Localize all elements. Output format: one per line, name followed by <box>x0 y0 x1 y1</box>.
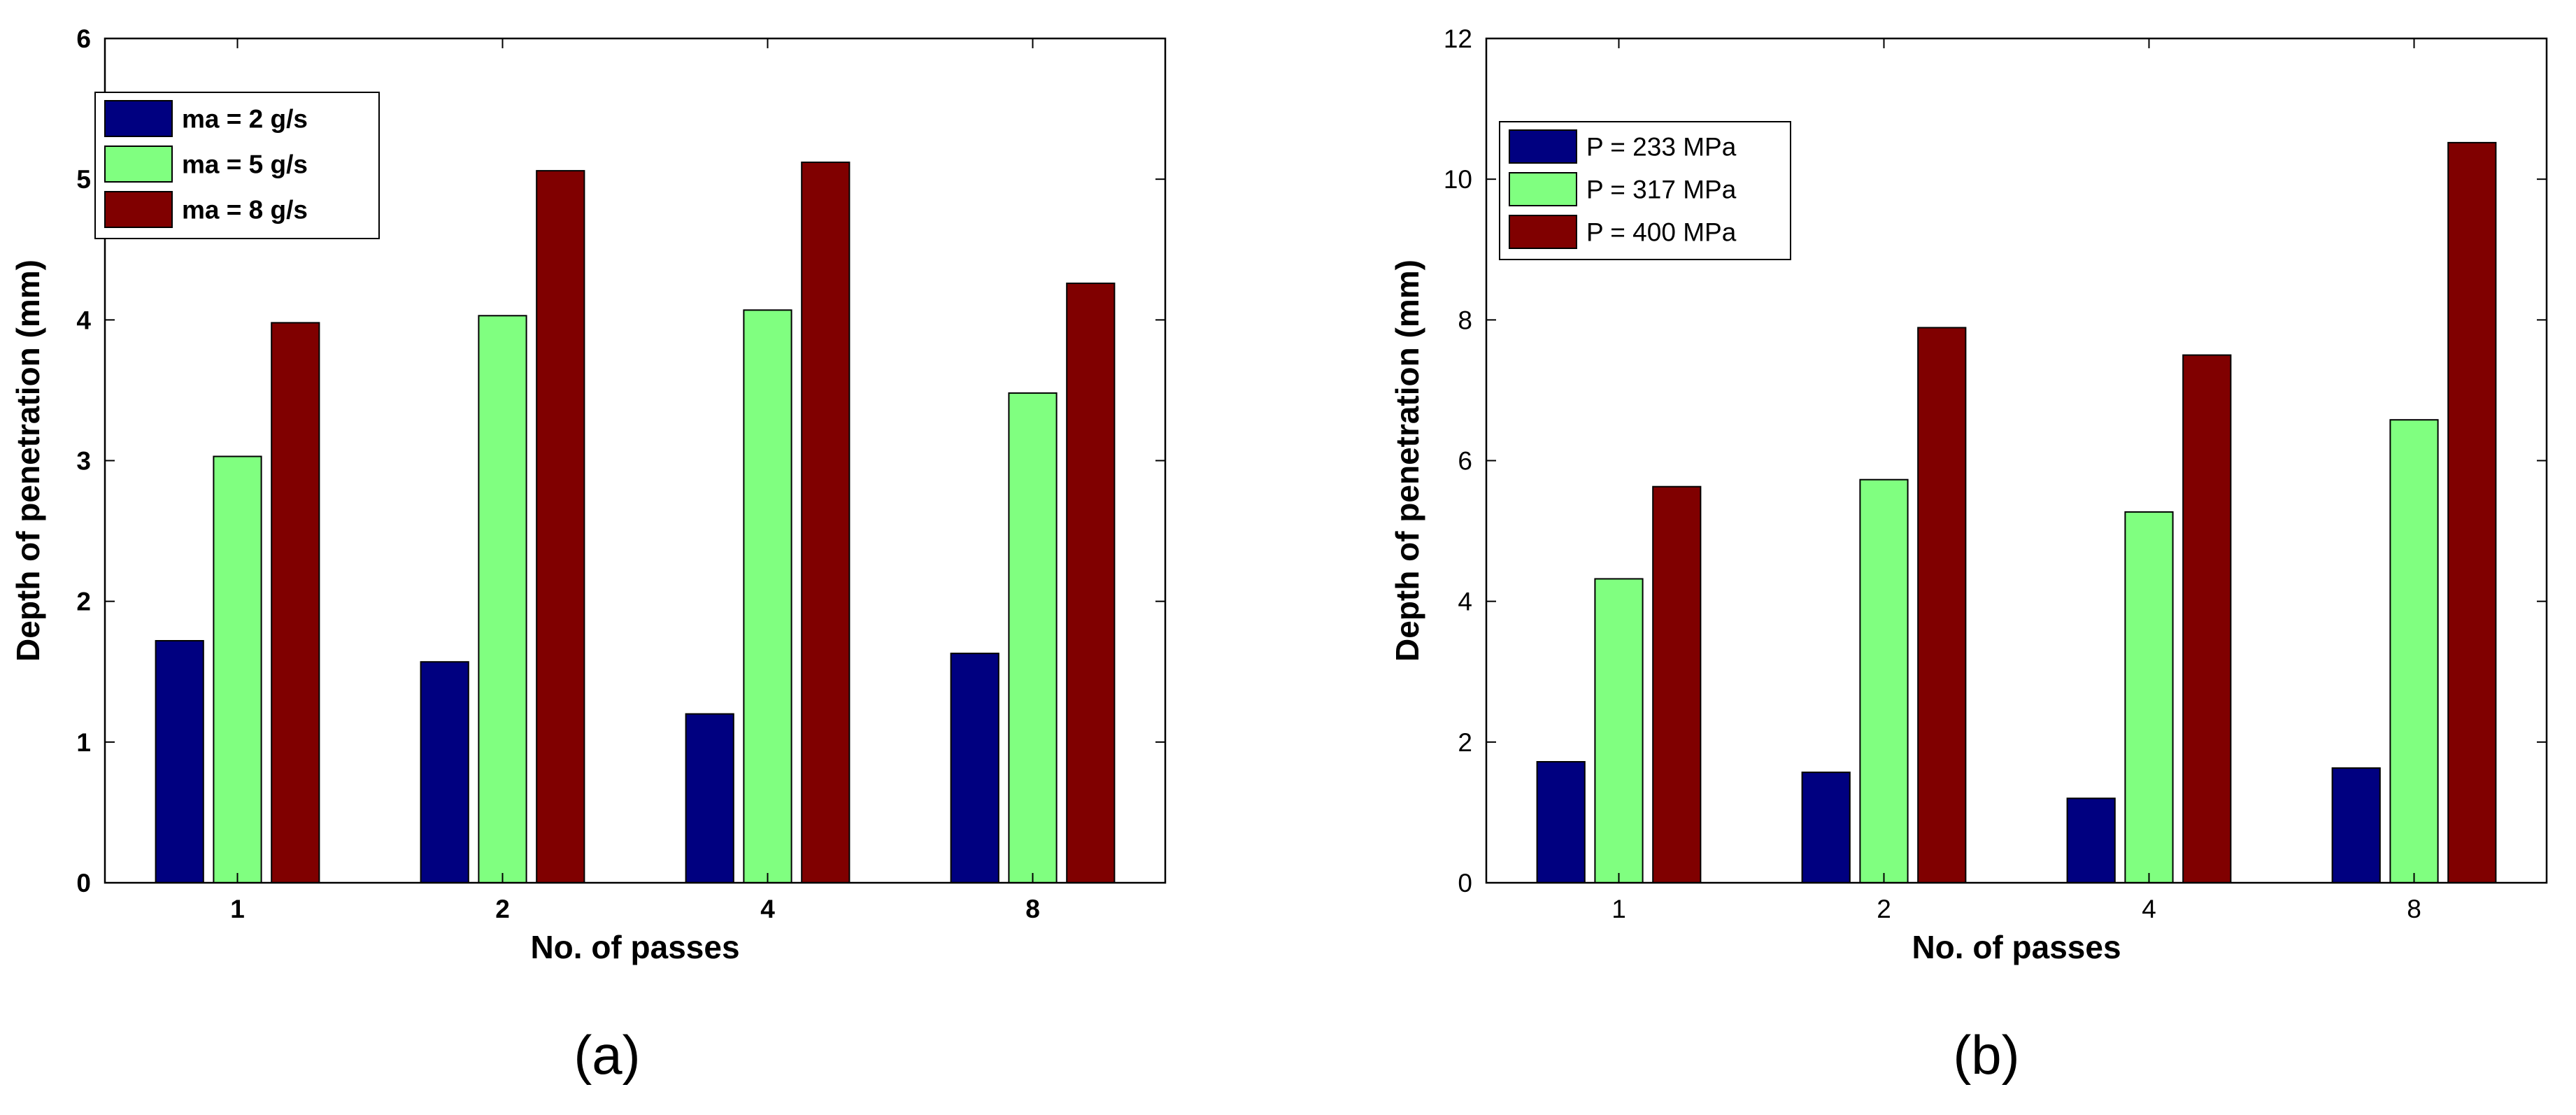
bar-p-233-mpa-2 <box>1801 772 1851 883</box>
y-tick-label: 8 <box>1458 306 1472 334</box>
legend-label: P = 400 MPa <box>1586 218 1737 247</box>
bar-ma-5-g-s-1 <box>213 455 262 883</box>
legend-swatch <box>1509 129 1577 164</box>
legend-label: ma = 8 g/s <box>182 196 308 225</box>
chart-panel-a: 0 1 2 3 4 5 6 1 2 4 8 No. of passes Depth of penetra… <box>10 24 1167 1086</box>
y-axis-title: Depth of penetration (mm) <box>1389 260 1425 662</box>
y-tick-label: 2 <box>1458 728 1472 757</box>
bar-p-400-mpa-4 <box>2182 354 2232 884</box>
legend-label: P = 317 MPa <box>1586 176 1737 204</box>
bar-ma-5-g-s-2 <box>478 315 527 883</box>
bar-p-233-mpa-1 <box>1536 761 1586 883</box>
bar-ma-8-g-s-8 <box>1066 283 1116 883</box>
legend-swatch <box>1509 215 1577 249</box>
bar-ma-2-g-s-1 <box>155 640 204 883</box>
legend-swatch <box>1509 172 1577 206</box>
y-tick-label: 0 <box>76 869 91 897</box>
bar-ma-8-g-s-1 <box>271 322 320 883</box>
legend-swatch <box>104 145 173 183</box>
x-tick-label: 8 <box>1025 895 1040 923</box>
legend-label: ma = 2 g/s <box>182 105 308 134</box>
y-tick-label: 5 <box>76 165 91 194</box>
x-tick-label: 2 <box>1877 895 1891 923</box>
bar-ma-8-g-s-4 <box>801 162 851 883</box>
bar-p-233-mpa-8 <box>2331 767 2381 883</box>
x-tick-label: 8 <box>2407 895 2421 923</box>
y-tick-label: 0 <box>1458 869 1472 897</box>
y-tick-label: 12 <box>1444 24 1472 53</box>
bar-ma-8-g-s-2 <box>536 170 585 884</box>
bar-p-317-mpa-1 <box>1594 578 1644 883</box>
y-tick-label: 3 <box>76 447 91 476</box>
bar-p-317-mpa-8 <box>2389 419 2439 883</box>
x-tick-label: 1 <box>1611 895 1626 923</box>
bar-ma-2-g-s-2 <box>420 661 469 883</box>
panel-caption: (b) <box>1953 1024 2019 1086</box>
legend-label: P = 233 MPa <box>1586 133 1737 162</box>
bar-ma-5-g-s-4 <box>743 309 792 883</box>
bar-p-400-mpa-2 <box>1917 327 1967 883</box>
y-tick-label: 2 <box>76 588 91 616</box>
bar-p-317-mpa-2 <box>1859 478 1909 883</box>
x-tick-label: 2 <box>495 895 510 923</box>
legend-swatch <box>104 100 173 137</box>
y-tick-label: 10 <box>1444 165 1472 194</box>
y-tick-label: 4 <box>76 306 91 334</box>
x-tick-label: 1 <box>230 895 245 923</box>
y-axis-title: Depth of penetration (mm) <box>10 260 46 662</box>
y-tick-label: 6 <box>76 24 91 53</box>
y-tick-label: 6 <box>1458 447 1472 476</box>
bar-p-400-mpa-8 <box>2447 141 2497 883</box>
bar-p-400-mpa-1 <box>1652 485 1702 883</box>
bar-p-317-mpa-4 <box>2124 511 2174 883</box>
x-axis-title: No. of passes <box>530 929 739 965</box>
bar-ma-5-g-s-8 <box>1008 392 1058 883</box>
bar-p-233-mpa-4 <box>2066 797 2116 884</box>
y-tick-label: 4 <box>1458 588 1472 616</box>
x-tick-label: 4 <box>2142 895 2156 923</box>
y-tick-label: 1 <box>76 728 91 757</box>
legend: P = 233 MPa P = 317 MPa P = 400 MPa <box>1499 121 1791 260</box>
bar-ma-2-g-s-4 <box>685 713 734 883</box>
legend-swatch <box>104 191 173 228</box>
bar-ma-2-g-s-8 <box>950 653 999 883</box>
x-axis-title: No. of passes <box>1912 929 2121 965</box>
panel-caption: (a) <box>574 1024 640 1086</box>
legend-label: ma = 5 g/s <box>182 150 308 179</box>
x-tick-label: 4 <box>760 895 775 923</box>
legend: ma = 2 g/s ma = 5 g/s ma = 8 g/s <box>94 92 380 239</box>
